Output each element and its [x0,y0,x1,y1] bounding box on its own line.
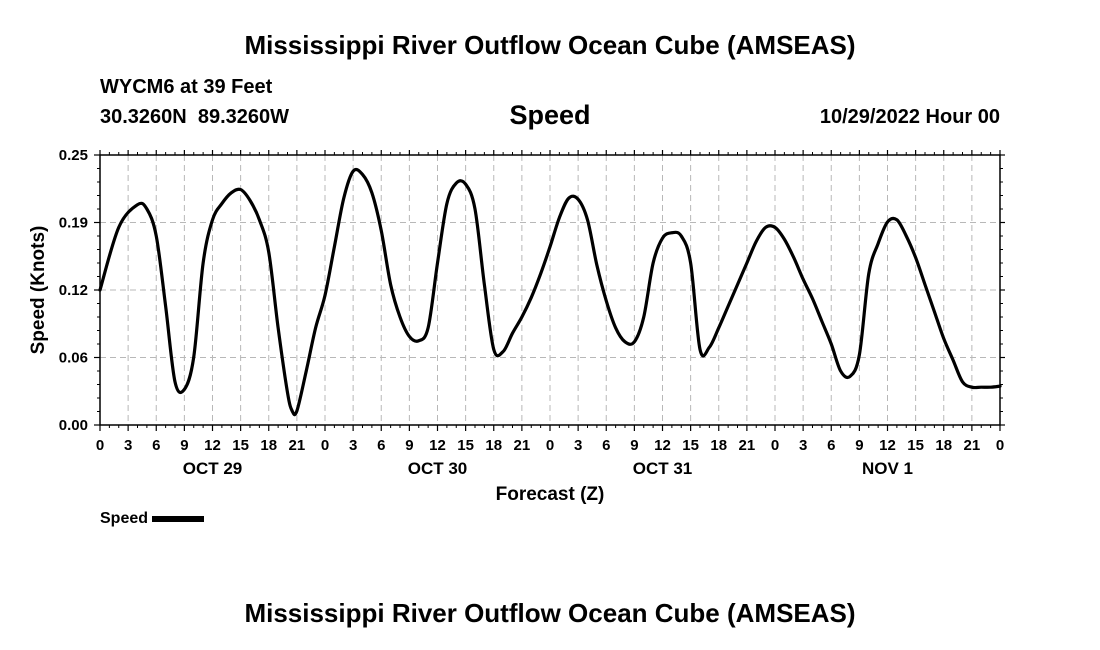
x-tick-label: 3 [799,437,807,454]
x-tick-label: 6 [152,437,160,454]
legend-swatch [152,515,205,522]
x-tick-label: 0 [321,437,329,454]
x-tick-label: 18 [710,437,727,454]
grid [100,155,1000,425]
x-tick-label: 0 [546,437,554,454]
x-tick-label: 6 [377,437,385,454]
coordinates-label: 30.3260N 89.3260W [100,106,290,128]
station-label: WYCM6 at 39 Feet [100,76,273,98]
legend: Speed [100,510,205,528]
x-tick-label: 0 [96,437,104,454]
y-tick-label: 0.12 [59,282,88,299]
x-tick-label: 12 [654,437,671,454]
x-tick-label: 9 [405,437,413,454]
day-label: OCT 29 [183,459,243,478]
datetime-label: 10/29/2022 Hour 00 [819,106,1000,128]
x-tick-label: 9 [180,437,188,454]
x-tick-label: 15 [232,437,249,454]
x-tick-label: 12 [879,437,896,454]
x-axis-label: Forecast (Z) [496,484,605,505]
legend-label: Speed [100,510,149,527]
x-tick-label: 21 [514,437,531,454]
x-tick-label: 12 [204,437,221,454]
chart-title: Mississippi River Outflow Ocean Cube (AM… [244,30,856,60]
y-axis-label: Speed (Knots) [28,226,49,355]
y-tick-label: 0.00 [59,417,88,434]
series-layer [98,167,1002,417]
x-tick-label: 21 [289,437,306,454]
day-label: NOV 1 [862,459,913,478]
x-tick-label: 21 [964,437,981,454]
x-tick-label: 0 [996,437,1004,454]
footer-title: Mississippi River Outflow Ocean Cube (AM… [244,598,856,628]
axis-labels: 0 3 6 9 12 15 18 21 0 3 6 9 12 15 18 21 0 3 6 9 12 15 18 21 0 3 6 9… [59,147,1004,478]
y-tick-label: 0.25 [59,147,88,164]
x-tick-label: 15 [682,437,699,454]
x-tick-label: 9 [855,437,863,454]
x-tick-label: 12 [429,437,446,454]
parameter-label: Speed [509,100,591,130]
x-tick-label: 15 [907,437,924,454]
x-tick-label: 21 [739,437,756,454]
x-tick-label: 18 [485,437,502,454]
x-tick-label: 3 [349,437,357,454]
x-tick-label: 9 [630,437,638,454]
y-tick-label: 0.06 [59,350,88,367]
x-tick-label: 18 [260,437,277,454]
y-tick-label: 0.19 [59,215,88,232]
x-tick-label: 6 [602,437,610,454]
x-tick-label: 0 [771,437,779,454]
x-tick-label: 15 [457,437,474,454]
day-label: OCT 31 [633,459,693,478]
x-tick-label: 6 [827,437,835,454]
day-label: OCT 30 [408,459,468,478]
series-line-speed [98,167,1002,417]
x-tick-label: 18 [935,437,952,454]
x-tick-label: 3 [124,437,132,454]
x-tick-label: 3 [574,437,582,454]
